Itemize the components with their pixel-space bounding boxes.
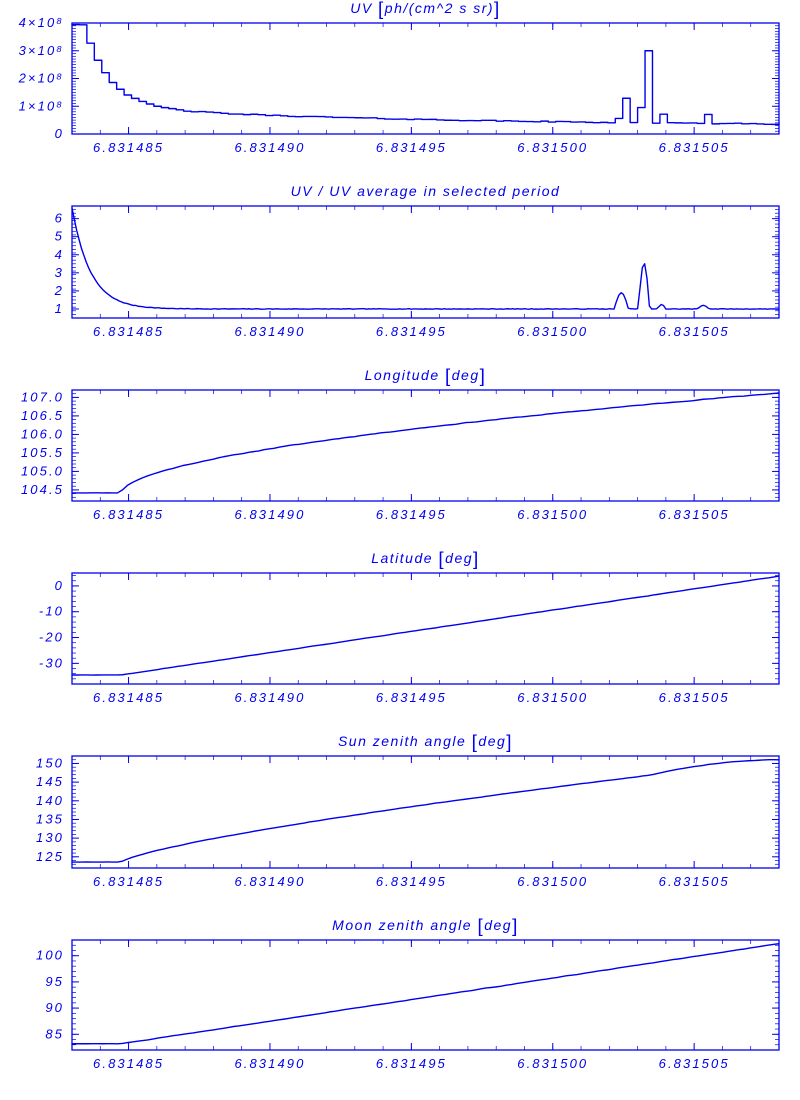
svg-text:6: 6 bbox=[55, 211, 64, 226]
svg-text:6.831505: 6.831505 bbox=[659, 874, 730, 889]
svg-text:95: 95 bbox=[45, 974, 64, 989]
svg-text:135: 135 bbox=[36, 811, 64, 826]
svg-text:6.831495: 6.831495 bbox=[376, 874, 447, 889]
svg-text:6.831505: 6.831505 bbox=[659, 690, 730, 705]
svg-text:6.831505: 6.831505 bbox=[659, 140, 730, 155]
svg-text:UV [ph/(cm^2 s sr)]: UV [ph/(cm^2 s sr)] bbox=[350, 0, 501, 20]
svg-text:150: 150 bbox=[36, 755, 64, 770]
svg-text:6.831485: 6.831485 bbox=[93, 690, 164, 705]
svg-text:6.831485: 6.831485 bbox=[93, 874, 164, 889]
svg-text:125: 125 bbox=[36, 849, 64, 864]
svg-text:6.831485: 6.831485 bbox=[93, 140, 164, 155]
svg-text:6.831490: 6.831490 bbox=[234, 140, 305, 155]
svg-text:105.5: 105.5 bbox=[21, 445, 64, 460]
svg-text:104.5: 104.5 bbox=[21, 482, 64, 497]
svg-text:106.0: 106.0 bbox=[21, 426, 64, 441]
svg-text:6.831490: 6.831490 bbox=[234, 690, 305, 705]
svg-text:90: 90 bbox=[45, 1000, 64, 1015]
svg-text:6.831495: 6.831495 bbox=[376, 507, 447, 522]
svg-text:2: 2 bbox=[54, 283, 64, 298]
svg-text:6.831485: 6.831485 bbox=[93, 324, 164, 339]
svg-text:UV / UV average in selected pe: UV / UV average in selected period bbox=[291, 183, 561, 199]
svg-text:4×10⁸: 4×10⁸ bbox=[19, 15, 64, 30]
svg-text:6.831490: 6.831490 bbox=[234, 507, 305, 522]
svg-text:130: 130 bbox=[36, 830, 64, 845]
svg-text:1: 1 bbox=[55, 301, 64, 316]
svg-text:6.831500: 6.831500 bbox=[517, 324, 588, 339]
svg-text:145: 145 bbox=[36, 774, 64, 789]
svg-text:2×10⁸: 2×10⁸ bbox=[18, 71, 64, 86]
svg-text:6.831495: 6.831495 bbox=[376, 1056, 447, 1071]
svg-text:0: 0 bbox=[55, 126, 64, 141]
svg-text:6.831490: 6.831490 bbox=[234, 874, 305, 889]
svg-text:5: 5 bbox=[55, 229, 64, 244]
svg-text:140: 140 bbox=[36, 793, 64, 808]
svg-text:Latitude [deg]: Latitude [deg] bbox=[371, 549, 480, 570]
svg-text:6.831500: 6.831500 bbox=[517, 140, 588, 155]
svg-text:100: 100 bbox=[36, 948, 64, 963]
svg-text:3: 3 bbox=[55, 265, 64, 280]
svg-text:3×10⁸: 3×10⁸ bbox=[19, 43, 64, 58]
svg-text:6.831495: 6.831495 bbox=[376, 324, 447, 339]
svg-text:107.0: 107.0 bbox=[21, 389, 64, 404]
svg-text:Moon zenith angle [deg]: Moon zenith angle [deg] bbox=[332, 916, 519, 937]
svg-text:6.831495: 6.831495 bbox=[376, 690, 447, 705]
svg-text:-10: -10 bbox=[39, 604, 64, 619]
svg-text:4: 4 bbox=[55, 247, 64, 262]
svg-text:6.831505: 6.831505 bbox=[659, 324, 730, 339]
svg-text:-20: -20 bbox=[39, 630, 64, 645]
svg-text:6.831490: 6.831490 bbox=[234, 324, 305, 339]
svg-text:1×10⁸: 1×10⁸ bbox=[19, 98, 64, 113]
svg-text:6.831505: 6.831505 bbox=[659, 1056, 730, 1071]
svg-text:0: 0 bbox=[55, 578, 64, 593]
svg-text:6.831500: 6.831500 bbox=[517, 1056, 588, 1071]
svg-text:6.831500: 6.831500 bbox=[517, 874, 588, 889]
svg-text:Longitude [deg]: Longitude [deg] bbox=[365, 366, 487, 387]
svg-text:6.831505: 6.831505 bbox=[659, 507, 730, 522]
svg-text:-30: -30 bbox=[39, 655, 64, 670]
svg-text:6.831485: 6.831485 bbox=[93, 1056, 164, 1071]
svg-text:6.831500: 6.831500 bbox=[517, 690, 588, 705]
svg-text:6.831485: 6.831485 bbox=[93, 507, 164, 522]
svg-text:6.831490: 6.831490 bbox=[234, 1056, 305, 1071]
svg-text:105.0: 105.0 bbox=[21, 463, 64, 478]
svg-text:Sun zenith angle [deg]: Sun zenith angle [deg] bbox=[338, 732, 513, 753]
svg-text:85: 85 bbox=[45, 1026, 64, 1041]
svg-text:6.831495: 6.831495 bbox=[376, 140, 447, 155]
svg-text:106.5: 106.5 bbox=[21, 408, 64, 423]
svg-text:6.831500: 6.831500 bbox=[517, 507, 588, 522]
